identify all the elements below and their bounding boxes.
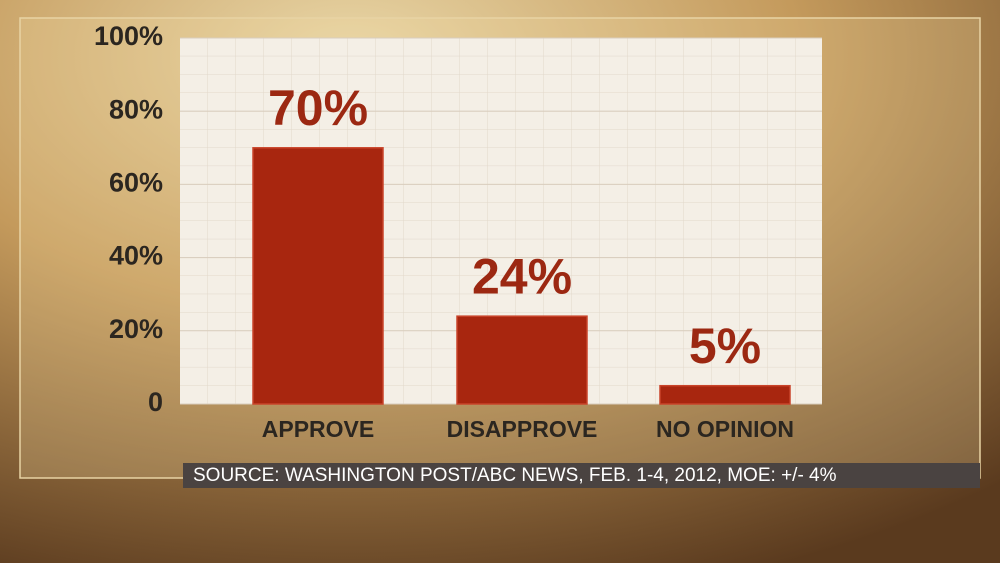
x-tick-label: APPROVE (262, 416, 374, 442)
y-tick-label: 20% (109, 314, 163, 344)
value-label: 5% (689, 318, 761, 374)
bar (456, 315, 588, 405)
x-tick-label: DISAPPROVE (447, 416, 598, 442)
y-tick-label: 60% (109, 168, 163, 198)
source-bar (183, 463, 980, 488)
y-tick-label: 0 (148, 387, 163, 417)
x-tick-label: NO OPINION (656, 416, 794, 442)
bar (252, 147, 384, 405)
value-label: 24% (472, 248, 572, 304)
value-label: 70% (268, 80, 368, 136)
y-tick-label: 100% (94, 21, 163, 51)
y-tick-label: 80% (109, 94, 163, 124)
y-tick-label: 40% (109, 241, 163, 271)
source: SOURCE: WASHINGTON POST/ABC NEWS, FEB. 1… (193, 465, 837, 486)
bar (659, 384, 791, 405)
